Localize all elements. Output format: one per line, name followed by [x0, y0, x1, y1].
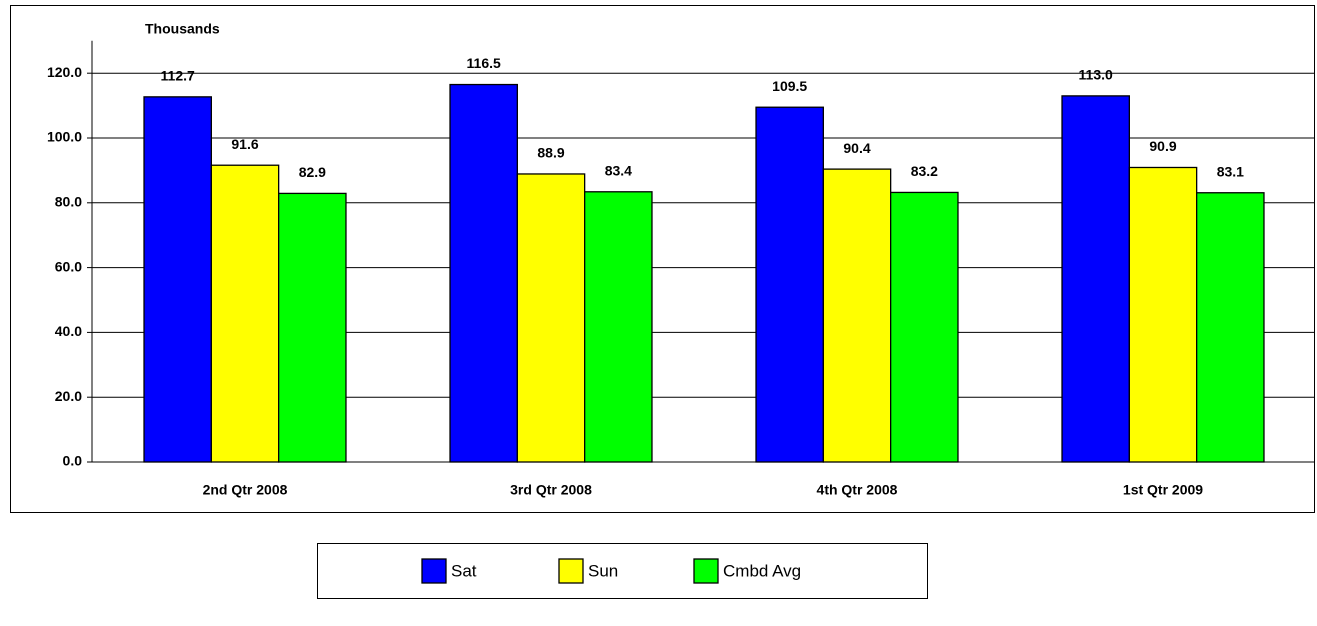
x-tick-label: 3rd Qtr 2008 [510, 482, 592, 498]
bar [1128, 166, 1198, 463]
data-label: 113.0 [1079, 67, 1113, 83]
y-tick-label: 100.0 [47, 129, 82, 145]
bar [516, 173, 586, 463]
y-tick-label: 20.0 [55, 388, 82, 404]
bar [755, 106, 824, 463]
x-tick-label: 4th Qtr 2008 [817, 482, 898, 498]
legend-swatch [558, 558, 584, 584]
data-label: 90.9 [1149, 138, 1176, 154]
legend-box [317, 543, 928, 599]
data-label: 116.5 [467, 55, 501, 71]
chart-frame [10, 5, 1315, 513]
data-label: 109.5 [772, 78, 807, 94]
bar [210, 164, 280, 463]
y-tick-label: 0.0 [63, 453, 83, 469]
bar [1196, 192, 1265, 463]
bar [822, 168, 892, 463]
data-label: 82.9 [299, 164, 326, 180]
bar [584, 191, 653, 463]
y-tick-label: 120.0 [47, 64, 82, 80]
data-label: 112.7 [161, 68, 195, 84]
bar [890, 191, 959, 463]
y-axis-label: Thousands [145, 21, 220, 37]
legend-label: Sun [588, 561, 618, 580]
data-label: 90.4 [843, 140, 870, 156]
bar [449, 83, 518, 463]
data-label: 83.1 [1217, 163, 1244, 179]
y-tick-label: 80.0 [55, 194, 82, 210]
data-label: 88.9 [537, 145, 564, 161]
legend-label: Cmbd Avg [723, 561, 801, 580]
bar [1061, 95, 1130, 463]
y-tick-label: 40.0 [55, 323, 82, 339]
bar [278, 192, 347, 463]
x-tick-label: 1st Qtr 2009 [1123, 482, 1203, 498]
x-tick-label: 2nd Qtr 2008 [203, 482, 288, 498]
legend-swatch [693, 558, 719, 584]
y-tick-label: 60.0 [55, 258, 82, 274]
bar [143, 96, 212, 463]
legend-swatch [421, 558, 447, 584]
legend-label: Sat [451, 561, 477, 580]
data-label: 91.6 [231, 136, 258, 152]
data-label: 83.4 [605, 162, 632, 178]
data-label: 83.2 [911, 163, 938, 179]
